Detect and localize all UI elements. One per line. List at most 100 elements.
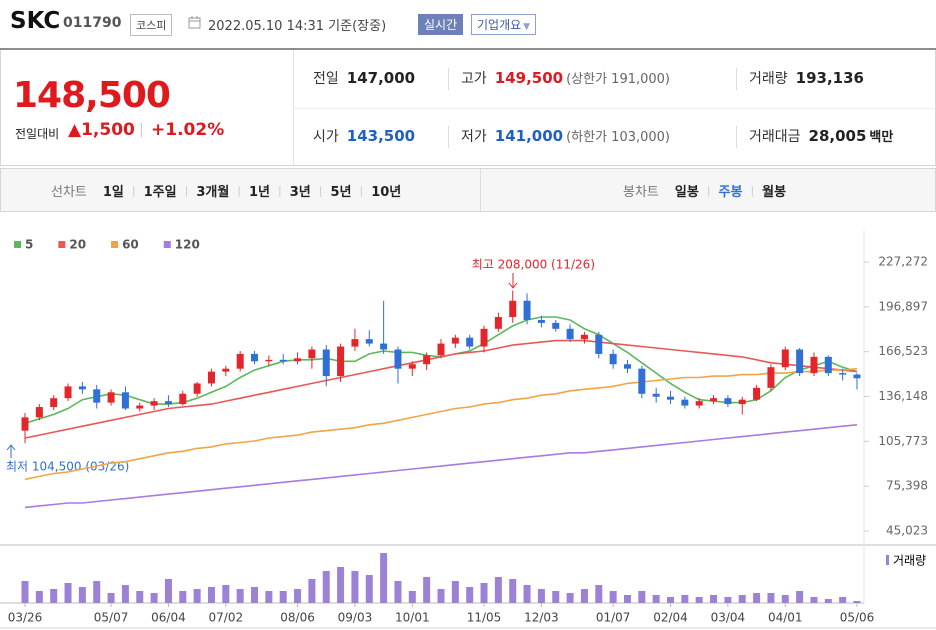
candle-body [710, 398, 718, 402]
volume-bar [193, 589, 201, 603]
volume-bar [537, 589, 545, 603]
candle-body [150, 401, 158, 406]
tab-separator: | [750, 183, 755, 197]
candle-body [351, 339, 359, 347]
candle-body [222, 368, 230, 372]
volume-bar [824, 599, 832, 603]
quote-field: 고가 149,500 (상한가 191,000) [461, 68, 670, 88]
divider [448, 126, 449, 148]
company-label[interactable]: 기업개요 [477, 18, 522, 32]
tab[interactable]: 주봉 [718, 184, 743, 200]
candle-body [609, 353, 617, 365]
candle-body [408, 364, 416, 369]
y-tick-label: 75,398 [886, 479, 928, 493]
tab[interactable]: 1년 [249, 184, 271, 200]
candle-body [509, 300, 517, 318]
divider [293, 50, 294, 165]
volume-bar [566, 593, 574, 603]
line-tabs: 선차트 1일 | 1주일 | 3개월 | 1년 | 3년 | 5년 | 10년 [51, 169, 401, 211]
volume-bar [365, 575, 373, 603]
high-arrow [508, 273, 518, 289]
field-label: 거래량 [749, 71, 788, 87]
x-tick-label: 12/03 [524, 611, 559, 625]
candle-body [337, 346, 345, 377]
volume-bar [337, 567, 345, 603]
volume-bar [767, 593, 775, 603]
stock-code: 011790 [63, 15, 122, 31]
volume-bar [738, 595, 746, 603]
tab[interactable]: 3년 [289, 184, 311, 200]
change-pct: +1.02% [151, 120, 225, 140]
x-tick-label: 05/07 [94, 611, 129, 625]
candle-body [107, 392, 115, 403]
candle-body [724, 398, 732, 405]
candle-body [380, 343, 388, 350]
candle-body [667, 396, 675, 400]
legend-swatch [111, 241, 119, 248]
volume-bar [509, 579, 517, 603]
candle-body [322, 349, 330, 377]
field-unit: 백만 [869, 130, 894, 145]
change: ▲1,500 [68, 120, 135, 140]
tab[interactable]: 3개월 [196, 184, 230, 200]
realtime-button[interactable]: 실시간 [418, 14, 464, 35]
candle-body [78, 386, 86, 390]
volume-bar [796, 591, 804, 603]
candle-body [695, 401, 703, 406]
volume-bar [121, 585, 129, 603]
candle-body [365, 339, 373, 344]
ma-line [24, 367, 858, 481]
volume-bar [681, 595, 689, 603]
legend-swatch [163, 241, 171, 248]
candle-body [294, 358, 302, 362]
company-dropdown[interactable]: 기업개요 ▼ [471, 14, 537, 35]
market-badge: 코스피 [130, 14, 173, 36]
x-tick-label: 10/01 [395, 611, 430, 625]
x-tick-label: 05/06 [840, 611, 875, 625]
legend-label: 120 [175, 238, 200, 252]
field-label: 전일 [313, 71, 339, 87]
volume-bar [279, 591, 287, 603]
candle-body [64, 386, 72, 399]
candle-body [738, 399, 746, 405]
tab[interactable]: 1주일 [143, 184, 177, 200]
tab[interactable]: 10년 [371, 184, 402, 200]
quote-field: 전일 147,000 [313, 68, 415, 88]
tab[interactable]: 1일 [102, 184, 124, 200]
y-tick-label: 136,148 [878, 389, 928, 403]
volume-bar [251, 587, 259, 603]
field-value: 143,500 [346, 127, 416, 145]
volume-bar [35, 591, 43, 603]
divider [448, 68, 449, 90]
volume-bar [781, 595, 789, 603]
x-tick-label: 09/03 [338, 611, 373, 625]
quote-box: 148,500 전일대비 ▲1,500 | +1.02% 전일 147,000 고가… [0, 50, 936, 166]
y-tick-label: 196,897 [878, 299, 928, 313]
candle-body [623, 364, 631, 369]
volume-bar [667, 597, 675, 603]
volume-bar [351, 571, 359, 603]
candle-body [308, 349, 316, 359]
volume-bar [595, 585, 603, 603]
candle-body [767, 367, 775, 388]
tab-bar: 선차트 1일 | 1주일 | 3개월 | 1년 | 3년 | 5년 | 10년 봉차트 일봉 | 주봉 | 월봉 [0, 168, 936, 212]
tab[interactable]: 일봉 [674, 184, 699, 200]
volume-bar [423, 577, 431, 603]
volume-legend-swatch [886, 555, 889, 565]
tab[interactable]: 5년 [330, 184, 352, 200]
tab[interactable]: 월봉 [762, 184, 787, 200]
quote-field: 거래대금 28,005 백만 [749, 126, 893, 146]
volume-bar [50, 589, 58, 603]
volume-bar [394, 581, 402, 603]
candle-body [796, 349, 804, 374]
field-value: 193,136 [795, 69, 864, 87]
volume-bar [265, 591, 273, 603]
candle-body [265, 359, 273, 362]
field-note: (하한가 103,000) [566, 130, 671, 145]
candle-body [652, 393, 660, 397]
high-annotation: 최고 208,000 (11/26) [472, 258, 595, 272]
candle-body [839, 373, 847, 375]
stock-name: SKC [10, 8, 61, 34]
header-rule [0, 48, 936, 50]
x-tick-label: 06/04 [151, 611, 186, 625]
